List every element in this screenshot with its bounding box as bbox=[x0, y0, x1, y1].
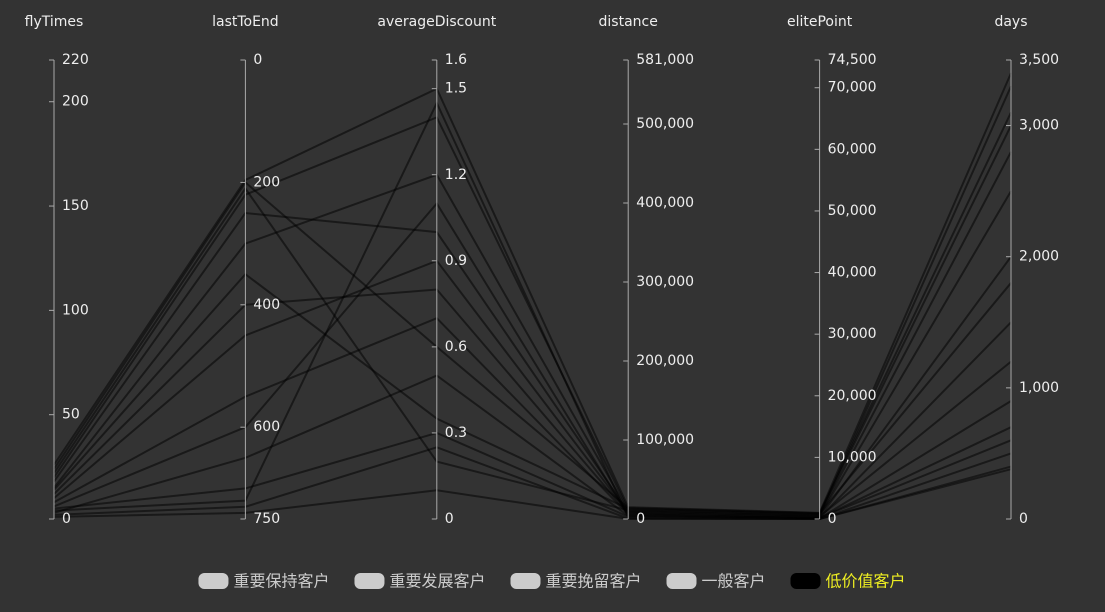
tick-label: 200 bbox=[253, 174, 280, 190]
tick-label: 3,000 bbox=[1019, 118, 1059, 134]
legend-item[interactable]: 重要发展客户 bbox=[354, 572, 485, 591]
tick-label: 0 bbox=[445, 511, 454, 527]
legend-label: 一般客户 bbox=[702, 572, 766, 591]
axis-name: lastToEnd bbox=[212, 14, 279, 30]
tick-label: 0.6 bbox=[445, 339, 467, 355]
tick-label: 0.9 bbox=[445, 253, 467, 269]
tick-label: 74,500 bbox=[828, 52, 877, 68]
legend-icon bbox=[198, 573, 229, 589]
data-line bbox=[53, 201, 1012, 520]
tick-label: 200,000 bbox=[636, 353, 694, 369]
tick-label: 0 bbox=[828, 511, 837, 527]
axis-name: distance bbox=[599, 14, 658, 30]
legend-icon bbox=[790, 573, 821, 589]
data-line bbox=[53, 431, 1012, 519]
legend-label: 低价值客户 bbox=[826, 572, 906, 591]
data-line bbox=[53, 374, 1012, 520]
data-line bbox=[53, 72, 1012, 514]
tick-label: 0.3 bbox=[445, 425, 467, 441]
tick-label: 400,000 bbox=[636, 195, 694, 211]
tick-label: 2,000 bbox=[1019, 249, 1059, 265]
data-line bbox=[53, 272, 1012, 515]
tick-label: 1,000 bbox=[1019, 380, 1059, 396]
axis-name: flyTimes bbox=[25, 14, 84, 30]
axis-name: elitePoint bbox=[787, 14, 853, 30]
tick-label: 100 bbox=[62, 302, 89, 318]
legend-icon bbox=[666, 573, 697, 589]
legend-label: 重要挽留客户 bbox=[545, 572, 641, 591]
tick-label: 750 bbox=[253, 511, 280, 527]
legend: 重要保持客户 重要发展客户 重要挽留客户 一般客户 低价值客户 bbox=[198, 572, 906, 591]
tick-label: 1.2 bbox=[445, 167, 467, 183]
data-line bbox=[53, 173, 1012, 517]
axis-name: averageDiscount bbox=[377, 14, 496, 30]
legend-item[interactable]: 重要挽留客户 bbox=[510, 572, 642, 591]
data-line bbox=[53, 151, 1012, 517]
data-line bbox=[53, 112, 1012, 515]
tick-label: 0 bbox=[636, 511, 645, 527]
tick-label: 220 bbox=[62, 52, 89, 68]
tick-label: 150 bbox=[62, 198, 89, 214]
tick-label: 600 bbox=[253, 419, 280, 435]
tick-label: 100,000 bbox=[636, 432, 694, 448]
data-line bbox=[53, 85, 1012, 516]
tick-label: 50 bbox=[62, 407, 80, 423]
tick-label: 500,000 bbox=[636, 116, 694, 132]
tick-label: 40,000 bbox=[828, 265, 877, 281]
legend-icon bbox=[510, 573, 541, 589]
tick-label: 0 bbox=[62, 511, 71, 527]
tick-label: 60,000 bbox=[828, 141, 877, 157]
tick-label: 200 bbox=[62, 94, 89, 110]
tick-label: 1.6 bbox=[445, 52, 467, 68]
data-line bbox=[53, 100, 1012, 521]
tick-label: 3,500 bbox=[1019, 52, 1059, 68]
data-line bbox=[53, 116, 1012, 516]
tick-label: 0 bbox=[253, 52, 262, 68]
tick-label: 581,000 bbox=[636, 52, 694, 68]
tick-label: 20,000 bbox=[828, 388, 877, 404]
tick-label: 0 bbox=[1019, 511, 1028, 527]
tick-label: 70,000 bbox=[828, 80, 877, 96]
legend-item[interactable]: 一般客户 bbox=[666, 572, 766, 591]
data-line bbox=[53, 288, 1012, 518]
tick-label: 1.5 bbox=[445, 81, 467, 97]
legend-icon bbox=[354, 573, 385, 589]
legend-label: 重要发展客户 bbox=[389, 572, 485, 591]
axis-name: days bbox=[994, 14, 1027, 30]
legend-item[interactable]: 重要保持客户 bbox=[198, 572, 329, 591]
legend-item[interactable]: 低价值客户 bbox=[790, 572, 906, 591]
tick-label: 30,000 bbox=[828, 326, 877, 342]
data-line bbox=[53, 317, 1012, 519]
tick-label: 400 bbox=[253, 297, 280, 313]
tick-label: 10,000 bbox=[828, 449, 877, 465]
lines bbox=[53, 72, 1012, 521]
tick-label: 300,000 bbox=[636, 274, 694, 290]
data-line bbox=[53, 465, 1012, 521]
tick-label: 50,000 bbox=[828, 203, 877, 219]
legend-label: 重要保持客户 bbox=[233, 572, 329, 591]
